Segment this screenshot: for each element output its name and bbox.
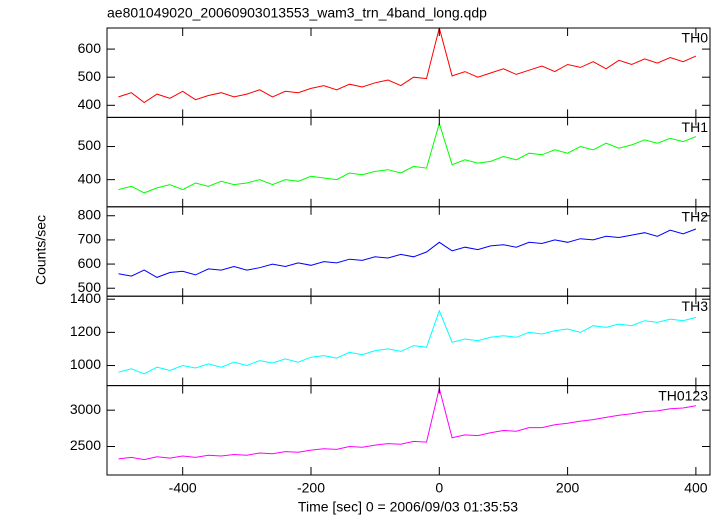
- panel-frame: [106, 385, 711, 476]
- panel-frame: [106, 206, 711, 297]
- panel-frame: [106, 295, 711, 387]
- y-tick-label: 500: [78, 279, 102, 295]
- y-tick-label: 600: [78, 40, 102, 56]
- data-line: [118, 121, 697, 194]
- y-tick-label: 400: [78, 96, 102, 112]
- y-tick-label: 1400: [70, 290, 101, 306]
- x-tick-label: -200: [297, 480, 325, 496]
- panel-label: TH0123: [658, 387, 708, 403]
- panel-label: TH3: [682, 298, 709, 314]
- y-tick-label: 800: [78, 206, 102, 222]
- x-tick-label: 400: [684, 480, 708, 496]
- y-tick-label: 3000: [70, 401, 101, 417]
- x-axis-label: Time [sec] 0 = 2006/09/03 01:35:53: [298, 499, 518, 515]
- data-line: [118, 309, 697, 375]
- y-tick-label: 400: [78, 170, 102, 186]
- data-line: [118, 228, 697, 278]
- panel-label: TH2: [682, 209, 709, 225]
- panel-frame: [106, 116, 711, 208]
- panel-frame: [106, 27, 711, 118]
- y-axis-label: Counts/sec: [33, 215, 49, 285]
- y-tick-label: 700: [78, 231, 102, 247]
- x-tick-label: -400: [169, 480, 197, 496]
- x-tick-label: 200: [556, 480, 580, 496]
- y-tick-label: 600: [78, 255, 102, 271]
- y-tick-label: 2500: [70, 437, 101, 453]
- data-line: [118, 28, 697, 104]
- y-tick-label: 1000: [70, 356, 101, 372]
- data-line: [118, 388, 696, 461]
- y-tick-label: 500: [78, 137, 102, 153]
- chart-title: ae801049020_20060903013553_wam3_trn_4ban…: [107, 5, 487, 21]
- y-tick-label: 1200: [70, 323, 101, 339]
- panel-label: TH0: [682, 30, 709, 46]
- x-tick-label: 0: [435, 480, 443, 496]
- y-tick-label: 500: [78, 68, 102, 84]
- panel-label: TH1: [682, 119, 709, 135]
